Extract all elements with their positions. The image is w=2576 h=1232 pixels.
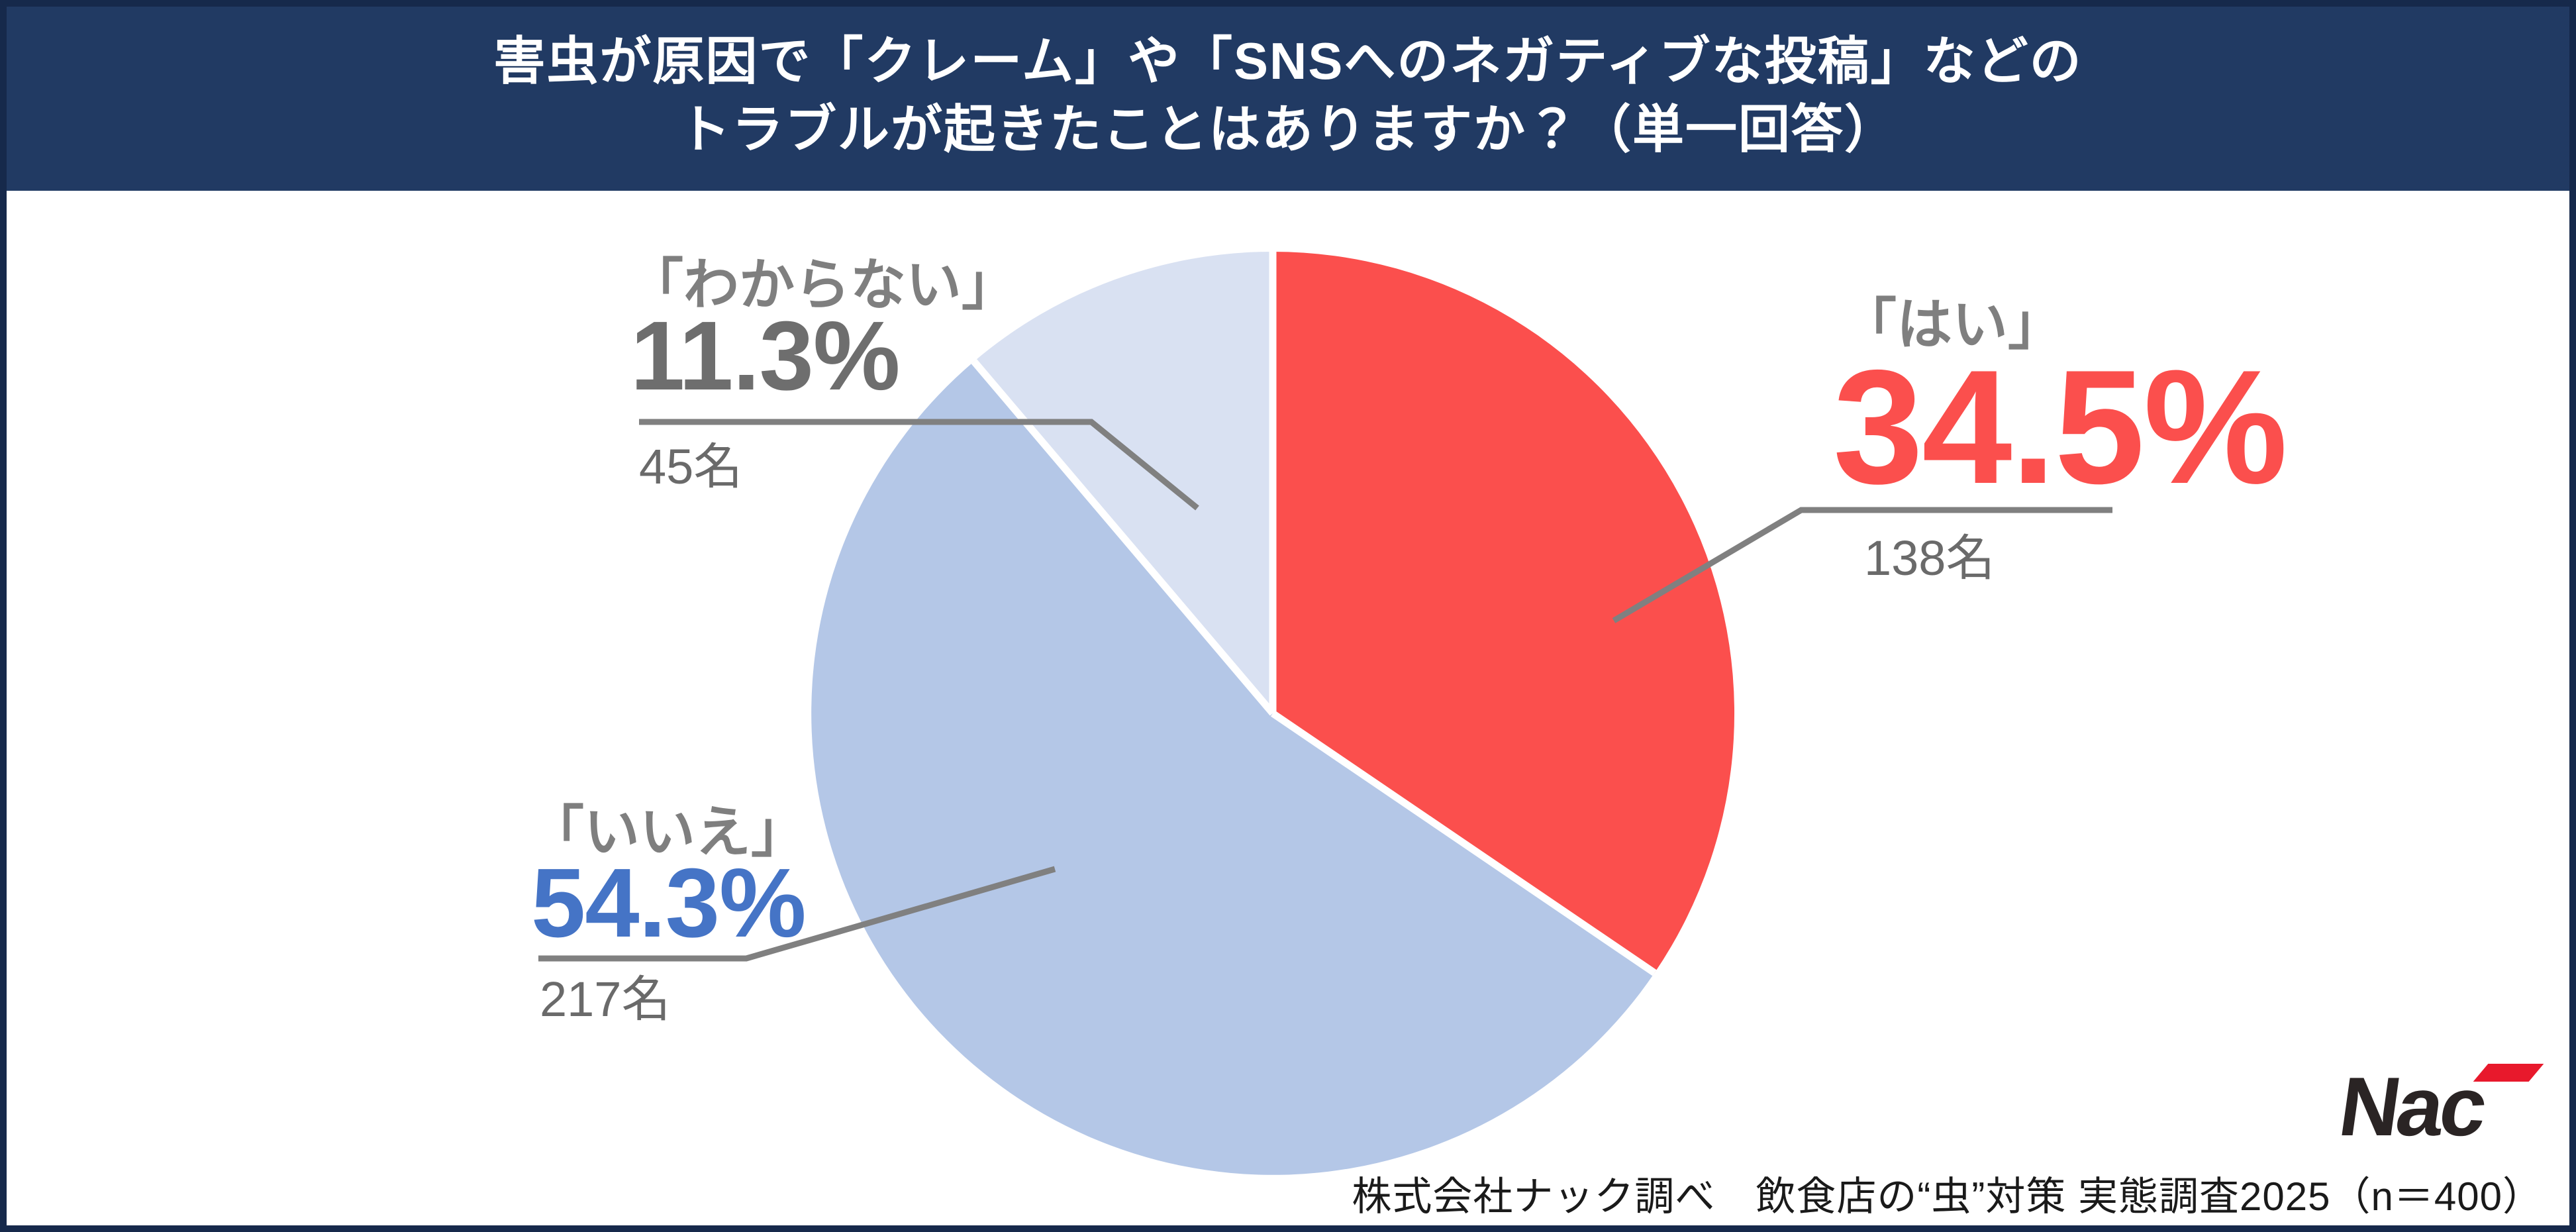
- leader-line-iie: [538, 866, 1056, 962]
- callout-wakaranai-percent: 11.3%: [630, 301, 900, 411]
- callout-iie-label: 「いいえ」: [528, 801, 807, 863]
- callout-iie-percent: 54.3%: [531, 848, 807, 958]
- leader-line-wakaranai: [639, 419, 1199, 511]
- callout-hai-label: 「はい」: [1841, 293, 2064, 356]
- leader-line-hai: [1612, 507, 2112, 623]
- callout-wakaranai-label: 「わからない」: [628, 254, 1018, 316]
- chart-title-band: 害虫が原因で「クレーム」や「SNSへのネガティブな投稿」などの トラブルが起きた…: [0, 0, 2576, 191]
- nac-logo-text: Nac: [2334, 1060, 2491, 1153]
- callout-hai-percent: 34.5%: [1833, 336, 2288, 517]
- chart-title-line1: 害虫が原因で「クレーム」や「SNSへのネガティブな投稿」などの: [493, 32, 2083, 91]
- callout-wakaranai-count: 45名: [639, 439, 743, 494]
- pie-slice-iie: [811, 361, 1655, 1175]
- source-note: 株式会社ナック調べ 飲食店の“虫”対策 実態調査2025（n＝400）: [1352, 1174, 2543, 1219]
- slice-divider-right: [1270, 710, 1657, 976]
- callout-iie-count: 217名: [540, 972, 671, 1027]
- pie-slice-hai: [1273, 252, 1735, 973]
- pie-slice-wakaranai: [973, 252, 1273, 713]
- chart-title-line2: トラブルが起きたことはありますか？（単一回答）: [678, 100, 1897, 158]
- nac-logo: Nac: [2334, 1060, 2544, 1153]
- callout-hai-count: 138名: [1864, 531, 1995, 586]
